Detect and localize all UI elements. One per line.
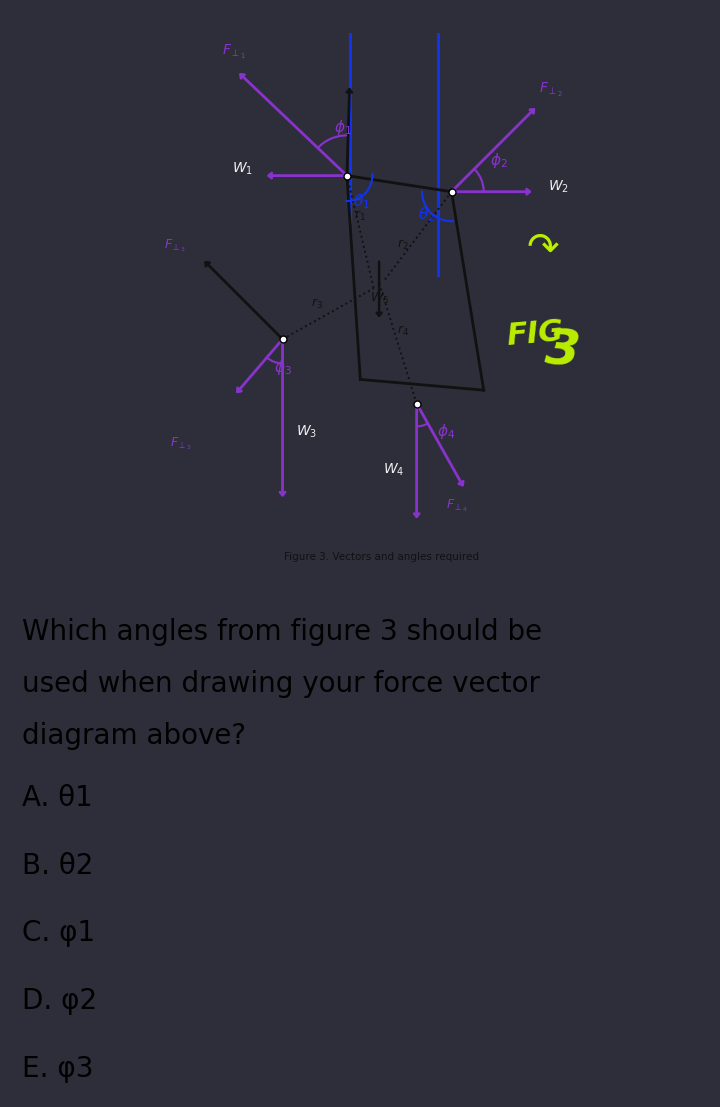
Text: A. θ1: A. θ1 bbox=[22, 784, 93, 811]
Text: $\phi_4$: $\phi_4$ bbox=[437, 422, 455, 441]
Text: diagram above?: diagram above? bbox=[22, 722, 246, 751]
Text: $F_{\perp_2}$: $F_{\perp_2}$ bbox=[539, 81, 563, 99]
Text: $\curvearrowright$: $\curvearrowright$ bbox=[518, 229, 560, 267]
Text: $r_4$: $r_4$ bbox=[397, 324, 409, 338]
Text: $r_2$: $r_2$ bbox=[397, 238, 409, 252]
Text: $\theta_2$: $\theta_2$ bbox=[418, 206, 436, 225]
Text: $\theta_1$: $\theta_1$ bbox=[354, 193, 370, 211]
Text: B. θ2: B. θ2 bbox=[22, 851, 94, 880]
Text: $W_2$: $W_2$ bbox=[549, 178, 570, 195]
Text: D. φ2: D. φ2 bbox=[22, 987, 97, 1015]
Text: $W_1$: $W_1$ bbox=[232, 161, 253, 177]
Text: $F_{\perp_4}$: $F_{\perp_4}$ bbox=[446, 497, 468, 514]
Text: $\phi_2$: $\phi_2$ bbox=[490, 151, 508, 169]
Text: $r_1$: $r_1$ bbox=[354, 208, 366, 223]
Text: C. φ1: C. φ1 bbox=[22, 920, 95, 948]
Text: $W_5$: $W_5$ bbox=[369, 291, 389, 306]
Text: E. φ3: E. φ3 bbox=[22, 1055, 94, 1083]
Text: 3: 3 bbox=[543, 325, 582, 376]
Text: $\phi_1$: $\phi_1$ bbox=[333, 117, 351, 136]
Text: $F_{\perp_3}$: $F_{\perp_3}$ bbox=[164, 237, 186, 254]
Text: FIG: FIG bbox=[505, 317, 564, 351]
Text: Which angles from figure 3 should be: Which angles from figure 3 should be bbox=[22, 619, 542, 646]
Text: $\phi_3$: $\phi_3$ bbox=[274, 359, 292, 377]
Text: $W_3$: $W_3$ bbox=[296, 424, 317, 441]
Text: used when drawing your force vector: used when drawing your force vector bbox=[22, 670, 540, 699]
Text: $F_{\perp_1}$: $F_{\perp_1}$ bbox=[222, 43, 246, 61]
Text: Figure 3. Vectors and angles required: Figure 3. Vectors and angles required bbox=[284, 551, 480, 562]
Text: $F_{\perp_3}$: $F_{\perp_3}$ bbox=[170, 435, 192, 452]
Text: $r_3$: $r_3$ bbox=[312, 297, 323, 311]
Text: $W_4$: $W_4$ bbox=[384, 462, 405, 478]
